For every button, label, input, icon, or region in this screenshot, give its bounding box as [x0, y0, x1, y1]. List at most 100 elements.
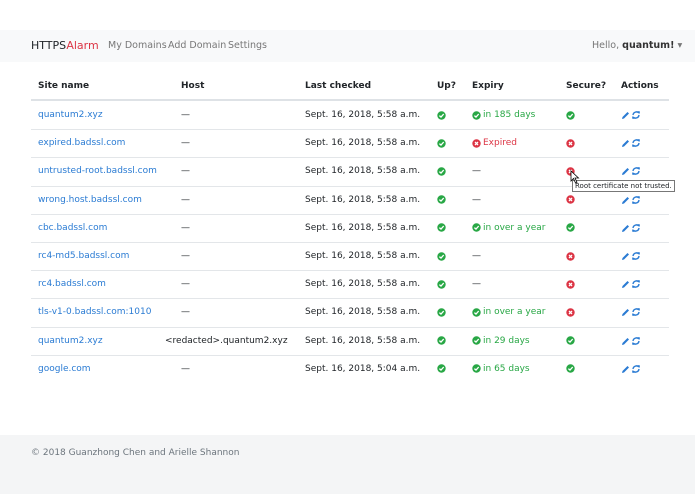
last-checked: Sept. 16, 2018, 5:58 a.m.	[305, 110, 421, 120]
expiry-icon	[472, 223, 481, 232]
secure-icon	[566, 110, 575, 120]
actions[interactable]	[621, 336, 641, 346]
row-border	[31, 242, 669, 243]
column-header: Host	[181, 81, 205, 91]
actions[interactable]	[621, 223, 641, 233]
column-header: Last checked	[305, 81, 372, 91]
expiry-icon	[472, 110, 481, 120]
nav-link[interactable]: Add Domain	[168, 40, 227, 51]
brand-a: HTTPS	[31, 39, 67, 52]
expiry-icon	[472, 364, 481, 373]
secure-icon	[566, 279, 575, 289]
secure-icon	[566, 195, 575, 204]
nav-link[interactable]: My Domains	[108, 40, 167, 51]
expiry: —	[472, 166, 481, 177]
site-link[interactable]: rc4-md5.badssl.com	[38, 251, 130, 261]
secure-icon	[566, 364, 575, 373]
secure-icon	[566, 251, 575, 261]
up-icon	[437, 167, 446, 176]
actions[interactable]	[621, 364, 641, 374]
host: —	[181, 138, 190, 149]
host: —	[181, 222, 190, 233]
actions[interactable]	[621, 307, 641, 317]
site-link[interactable]: cbc.badssl.com	[38, 222, 108, 233]
last-checked: Sept. 16, 2018, 5:58 a.m.	[305, 335, 421, 346]
expiry: in 65 days	[483, 363, 530, 374]
host: <redacted>.quantum2.xyz	[165, 335, 288, 346]
actions[interactable]	[621, 166, 641, 176]
footer-text: © 2018 Guanzhong Chen and Arielle Shanno…	[31, 448, 240, 458]
column-header: Secure?	[566, 81, 607, 91]
expiry: Expired	[483, 138, 517, 149]
last-checked: Sept. 16, 2018, 5:04 a.m.	[305, 363, 421, 374]
nav-link[interactable]: Settings	[228, 40, 267, 51]
row-border	[31, 213, 669, 215]
row-border	[31, 298, 669, 300]
host: —	[181, 363, 190, 374]
secure-icon	[566, 138, 575, 148]
tooltip: Root certificate not trusted.	[572, 180, 675, 192]
last-checked: Sept. 16, 2018, 5:58 a.m.	[305, 138, 421, 149]
host: —	[181, 251, 190, 261]
host: —	[181, 279, 190, 290]
user-menu[interactable]: Hello, quantum! ▾	[592, 40, 683, 51]
row-border	[31, 326, 669, 328]
row-border	[31, 270, 669, 272]
actions[interactable]	[621, 279, 641, 289]
expiry: in 29 days	[483, 335, 530, 346]
up-icon	[437, 279, 446, 289]
site-link[interactable]: quantum2.xyz	[38, 335, 103, 346]
host: —	[181, 166, 190, 177]
expiry: —	[472, 279, 481, 290]
last-checked: Sept. 16, 2018, 5:58 a.m.	[305, 307, 421, 318]
column-header: Site name	[38, 81, 90, 91]
username: quantum!	[622, 40, 675, 51]
up-icon	[437, 223, 446, 232]
up-icon	[437, 308, 446, 317]
site-link[interactable]: expired.badssl.com	[38, 138, 126, 149]
site-link[interactable]: wrong.host.badssl.com	[38, 194, 142, 205]
actions[interactable]	[621, 195, 641, 205]
column-header: Up?	[437, 81, 456, 91]
last-checked: Sept. 16, 2018, 5:58 a.m.	[305, 166, 421, 177]
actions[interactable]	[621, 251, 641, 261]
expiry-icon	[472, 308, 481, 317]
site-link[interactable]: tls-v1-0.badssl.com:1010	[38, 307, 152, 318]
site-link[interactable]: quantum2.xyz	[38, 110, 103, 120]
column-header: Actions	[621, 81, 659, 91]
host: —	[181, 110, 190, 120]
site-link[interactable]: rc4.badssl.com	[38, 279, 106, 290]
actions[interactable]	[621, 110, 641, 120]
host: —	[181, 307, 190, 318]
expiry: —	[472, 251, 481, 261]
brand[interactable]: HTTPSAlarm	[31, 40, 99, 52]
site-link[interactable]: untrusted-root.badssl.com	[38, 166, 157, 177]
host: —	[181, 194, 190, 205]
navbar: HTTPSAlarm My Domains Add Domain Setting…	[0, 30, 695, 62]
site-link[interactable]: google.com	[38, 363, 91, 374]
up-icon	[437, 138, 446, 148]
greeting: Hello,	[592, 40, 620, 51]
last-checked: Sept. 16, 2018, 5:58 a.m.	[305, 279, 421, 290]
cursor	[570, 170, 580, 184]
expiry: in 185 days	[483, 110, 536, 120]
up-icon	[437, 336, 446, 345]
up-icon	[437, 251, 446, 261]
row-border	[31, 185, 669, 187]
footer: © 2018 Guanzhong Chen and Arielle Shanno…	[0, 435, 695, 494]
secure-icon	[566, 336, 575, 345]
actions[interactable]	[621, 138, 641, 148]
expiry: —	[472, 194, 481, 205]
up-icon	[437, 195, 446, 204]
row-border	[31, 129, 669, 131]
expiry: in over a year	[483, 222, 546, 233]
secure-icon	[566, 223, 575, 232]
row-border	[31, 354, 669, 356]
column-header: Expiry	[472, 81, 504, 91]
row-border	[31, 157, 669, 159]
up-icon	[437, 364, 446, 373]
header-border	[31, 99, 669, 101]
up-icon	[437, 110, 446, 120]
expiry: in over a year	[483, 307, 546, 318]
expiry-icon	[472, 138, 481, 148]
